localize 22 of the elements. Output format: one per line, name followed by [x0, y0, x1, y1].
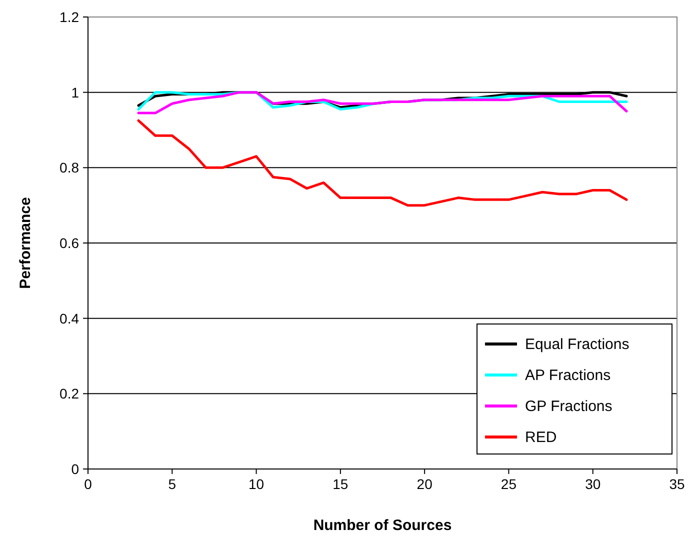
x-tick-label: 35 [669, 476, 685, 492]
y-tick-label: 0.8 [60, 160, 80, 176]
x-tick-label: 0 [84, 476, 92, 492]
y-axis-title: Performance [17, 197, 34, 289]
y-tick-label: 0 [71, 461, 80, 477]
y-tick-label: 0.4 [60, 310, 80, 326]
y-tick-label: 0.6 [60, 235, 80, 251]
x-axis-title: Number of Sources [313, 517, 452, 534]
y-tick-label: 0.2 [60, 386, 80, 402]
legend-label: GP Fractions [525, 398, 612, 415]
x-tick-label: 25 [500, 476, 517, 492]
x-tick-label: 5 [168, 476, 176, 492]
line-series [137, 119, 628, 207]
x-tick-label: 20 [416, 476, 433, 492]
legend-label: AP Fractions [525, 367, 611, 384]
y-tick-label: 1.2 [60, 9, 80, 25]
x-tick-label: 30 [585, 476, 601, 492]
legend-label: Equal Fractions [525, 336, 630, 353]
x-tick-label: 15 [332, 476, 348, 492]
x-tick-label: 10 [248, 476, 264, 492]
y-tick-label: 1 [71, 84, 80, 100]
legend-label: RED [525, 429, 557, 446]
